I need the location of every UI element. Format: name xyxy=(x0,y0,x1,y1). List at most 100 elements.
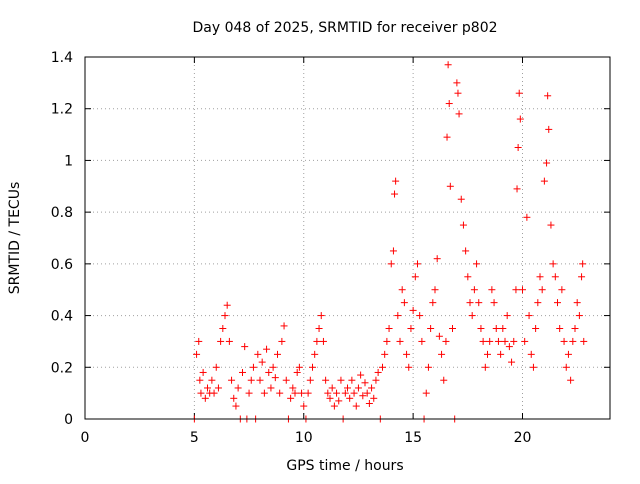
data-point xyxy=(265,368,273,376)
data-point xyxy=(411,273,419,281)
data-point xyxy=(263,345,271,353)
data-point xyxy=(459,221,467,229)
data-point xyxy=(475,299,483,307)
data-point xyxy=(287,394,295,402)
data-point xyxy=(330,402,338,410)
data-point xyxy=(328,384,336,392)
data-point xyxy=(438,350,446,358)
grid-lines xyxy=(85,57,610,419)
data-point xyxy=(508,358,516,366)
data-point xyxy=(234,384,242,392)
data-point xyxy=(278,337,286,345)
data-point xyxy=(317,312,325,320)
data-point xyxy=(579,260,587,268)
data-point xyxy=(335,397,343,405)
data-point xyxy=(322,376,330,384)
data-point xyxy=(449,325,456,332)
data-point xyxy=(529,363,537,371)
y-tick-label: 0.6 xyxy=(51,257,73,273)
data-point xyxy=(567,376,575,384)
data-point xyxy=(418,337,426,345)
data-point xyxy=(357,371,365,379)
data-point xyxy=(580,337,588,345)
data-point xyxy=(569,337,577,345)
data-point xyxy=(300,402,308,410)
data-point xyxy=(556,325,564,332)
data-point xyxy=(573,299,581,307)
data-point xyxy=(254,350,262,358)
data-point xyxy=(396,337,404,345)
data-point xyxy=(267,384,275,392)
data-point xyxy=(538,286,546,294)
data-point xyxy=(241,343,249,351)
data-point xyxy=(245,389,253,397)
data-point xyxy=(217,337,225,345)
data-point xyxy=(333,389,341,397)
plot-frame xyxy=(84,56,611,420)
data-point xyxy=(440,376,448,384)
data-point xyxy=(488,286,496,294)
data-point xyxy=(389,247,397,255)
data-point xyxy=(547,221,555,229)
data-point xyxy=(446,182,454,190)
data-point xyxy=(455,110,463,118)
data-point xyxy=(289,384,297,392)
data-point xyxy=(193,350,201,358)
data-point xyxy=(534,299,542,307)
data-point xyxy=(514,144,522,151)
data-point xyxy=(403,350,411,358)
data-point xyxy=(571,325,579,332)
y-tick-label: 1.2 xyxy=(51,102,73,118)
data-point xyxy=(494,337,502,345)
data-point xyxy=(204,384,211,392)
x-tick-label: 10 xyxy=(295,430,313,446)
data-point xyxy=(554,299,561,307)
data-point xyxy=(274,350,281,358)
data-point xyxy=(473,260,481,268)
data-point xyxy=(484,350,491,358)
data-point xyxy=(521,337,529,345)
data-point xyxy=(361,379,369,387)
data-point xyxy=(341,389,349,397)
data-point xyxy=(400,299,408,307)
x-tick-label: 20 xyxy=(514,430,532,446)
data-point xyxy=(540,177,548,185)
data-point xyxy=(210,389,218,397)
data-point xyxy=(201,394,209,402)
data-point xyxy=(324,389,332,397)
data-point xyxy=(271,374,279,382)
data-point xyxy=(454,89,462,97)
data-points xyxy=(190,61,588,423)
data-point xyxy=(497,350,505,358)
data-point xyxy=(225,337,233,345)
data-point xyxy=(247,376,255,384)
data-point xyxy=(515,89,523,97)
data-point xyxy=(543,159,551,167)
data-point xyxy=(466,299,474,307)
data-point xyxy=(214,384,222,392)
data-point xyxy=(536,273,544,281)
chart-title: Day 048 of 2025, SRMTID for receiver p80… xyxy=(192,20,497,36)
y-tick-label: 0.8 xyxy=(51,205,73,221)
data-point xyxy=(370,394,378,402)
data-point xyxy=(453,79,461,87)
data-point xyxy=(486,337,494,345)
data-point xyxy=(431,286,439,294)
data-point xyxy=(549,260,557,268)
data-point xyxy=(513,185,521,193)
data-point xyxy=(260,389,268,397)
data-point xyxy=(344,384,351,392)
data-point xyxy=(578,273,586,281)
data-point xyxy=(422,389,430,397)
data-point xyxy=(337,376,345,384)
data-point xyxy=(298,389,306,397)
data-point xyxy=(197,389,205,397)
data-point xyxy=(315,325,323,332)
data-point xyxy=(433,255,441,263)
data-point xyxy=(575,312,583,320)
data-point xyxy=(392,177,400,185)
data-point xyxy=(365,399,373,407)
data-point xyxy=(510,337,518,345)
data-point xyxy=(512,286,520,294)
